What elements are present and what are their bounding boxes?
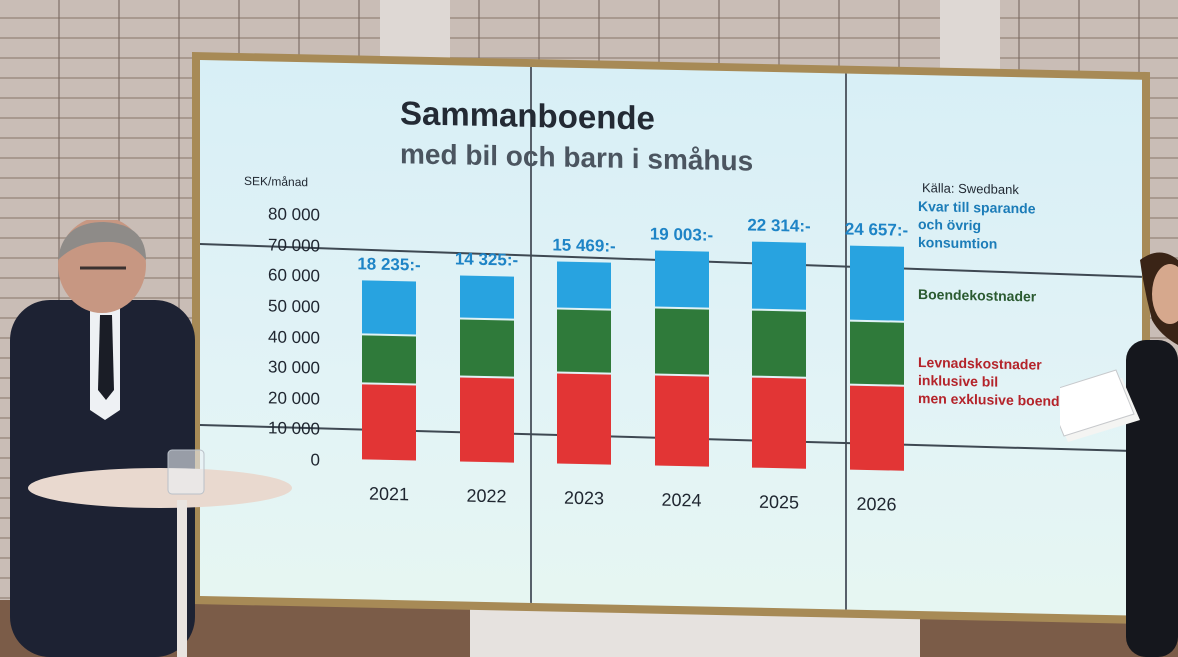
legend-entry: Boendekostnader (918, 286, 1037, 305)
bar-segment-2024-0 (654, 375, 709, 467)
chart-source: Källa: Swedbank (922, 180, 1019, 198)
chart-subtitle: med bil och barn i småhus (400, 138, 754, 177)
x-tick-label: 2026 (856, 493, 897, 515)
x-tick-label: 2021 (368, 483, 410, 505)
bar-segment-2025-0 (752, 377, 806, 469)
bar-total-label: 18 235:- (357, 253, 421, 275)
bar-segment-2021-0 (362, 384, 416, 461)
bar-segment-2022-2 (459, 275, 514, 319)
bar-total-label: 19 003:- (649, 223, 714, 245)
bar-segment-2024-1 (654, 308, 709, 375)
x-tick-label: 2022 (466, 485, 507, 507)
bar-segment-2026-0 (849, 385, 904, 471)
bar-segment-2022-0 (459, 377, 514, 463)
female-presenter (1060, 252, 1178, 657)
bar-segment-2023-0 (557, 373, 611, 465)
bar-segment-2023-2 (557, 261, 611, 309)
y-axis-unit: SEK/månad (244, 173, 309, 190)
legend-entry: Kvar till sparande och övrig konsumtion (918, 198, 1036, 252)
bar-segment-2026-1 (849, 321, 904, 385)
bar-segment-2024-2 (654, 250, 709, 308)
bar-segment-2025-1 (752, 310, 806, 377)
bar-total-label: 24 657:- (844, 219, 909, 241)
bar-segment-2021-2 (362, 279, 416, 335)
chart-title: Sammanboende (400, 94, 655, 137)
bar-segment-2023-1 (557, 309, 611, 373)
bar-segment-2026-2 (849, 246, 904, 321)
x-tick-label: 2023 (563, 487, 605, 509)
bar-segment-2025-2 (752, 241, 806, 310)
chart-screen: Sammanboende med bil och barn i småhus S… (200, 60, 1142, 616)
bar-total-label: 15 469:- (552, 235, 616, 257)
screen-seam (845, 73, 847, 610)
bar-total-label: 14 325:- (454, 249, 519, 270)
legend-entry: Levnadskostnader inklusive bil men exklu… (918, 354, 1068, 410)
bar-segment-2022-1 (459, 319, 514, 377)
x-tick-label: 2024 (661, 489, 702, 511)
bar-total-label: 22 314:- (747, 215, 811, 237)
bar-segment-2021-1 (362, 335, 416, 384)
x-tick-label: 2025 (758, 491, 800, 513)
male-presenter (10, 220, 292, 657)
